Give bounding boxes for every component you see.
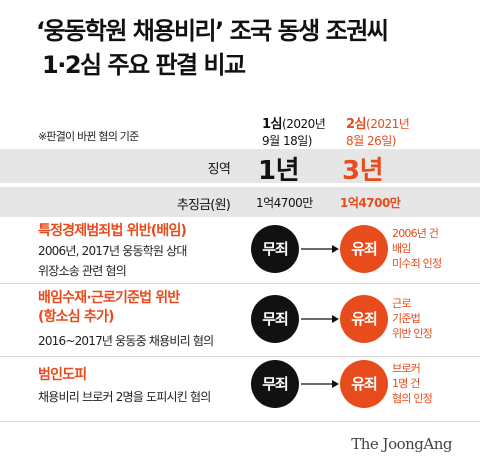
charge-2-note-line-1: 근로 [392,297,411,310]
table-note: ※판결이 바뀐 혐의 기준 [38,130,139,143]
charge-3-arrow-icon [301,380,339,388]
charge-2-note-line-3: 위반 인정 [392,327,433,340]
charge-1-note-line-3: 미수죄 인정 [392,257,442,270]
charge-1-note-line-2: 배임 [392,242,411,255]
title-line-2: 1·2심 주요 판결 비교 [42,51,246,79]
source-logo: The JoongAng [351,435,452,453]
page-title: ‘웅동학원 채용비리’ 조국 동생 조권씨 1·2심 주요 판결 비교 [36,14,389,82]
charge-3-desc-1: 채용비리 브로커 2명을 도피시킨 혐의 [38,390,211,404]
charge-3-note-line-3: 혐의 인정 [392,392,433,405]
charge-2-verdict-note: 근로 기준법 위반 인정 [392,296,433,341]
charge-1-desc-2: 위장소송 관련 혐의 [38,264,127,278]
charge-2-second-verdict: 유죄 [340,295,388,343]
charge-2-name-2: (항소심 추가) [38,309,114,325]
charge-3-name: 범인도피 [38,367,87,383]
charge-2: 배임수재·근로기준법 위반 (항소심 추가) 2016~2017년 웅동중 채용… [38,289,268,351]
charge-1-name: 특정경제범죄법 위반(배임) [38,223,187,239]
charge-3-second-verdict: 유죄 [340,360,388,408]
charge-3-verdict-note: 브로커 1명 건 혐의 인정 [392,361,433,406]
first-trial-date-b: 9월 18일) [262,134,312,148]
charge-1-note-line-1: 2006년 건 [392,227,439,240]
first-trial-date-a: (2020년 [282,117,326,131]
second-trial-label: 2심 [346,117,367,132]
title-line-1: ‘웅동학원 채용비리’ 조국 동생 조권씨 [36,17,389,45]
charge-1-first-verdict: 무죄 [251,225,299,273]
charge-1: 특정경제범죄법 위반(배임) 2006년, 2017년 웅동학원 상대 위장소송… [38,222,268,281]
charge-3-note-line-1: 브로커 [392,362,421,375]
charge-2-note-line-2: 기준법 [392,312,421,325]
charge-2-name: 배임수재·근로기준법 위반 [38,290,180,306]
first-trial-label: 1심 [262,117,283,132]
charge-2-arrow-icon [301,315,339,323]
second-trial-date-b: 8월 26일) [346,134,396,148]
charge-3: 범인도피 채용비리 브로커 2명을 도피시킨 혐의 [38,366,268,407]
sentence-row: 징역 1년 3년 [0,149,480,186]
charge-2-desc-1: 2016~2017년 웅동중 채용비리 혐의 [38,334,214,348]
forfeit-row: 추징금(원) 1억4700만 1억4700만 [0,187,480,217]
row-divider [0,421,480,422]
charge-3-note-line-2: 1명 건 [392,377,420,390]
row-divider [0,356,480,357]
charge-3-first-verdict: 무죄 [251,360,299,408]
sentence-first: 1년 [258,156,300,186]
column-header-first-trial: 1심(2020년 9월 18일) [262,116,326,149]
sentence-label: 징역 [207,162,231,177]
second-trial-date-a: (2021년 [366,117,410,131]
forfeit-first: 1억4700만 [256,196,313,210]
sentence-second: 3년 [342,156,384,186]
column-header-second-trial: 2심(2021년 8월 26일) [346,116,410,149]
forfeit-second: 1억4700만 [340,196,401,210]
forfeit-label: 추징금(원) [176,198,231,213]
charge-1-desc-1: 2006년, 2017년 웅동학원 상대 [38,244,187,258]
row-divider [0,283,480,284]
charge-1-verdict-note: 2006년 건 배임 미수죄 인정 [392,226,442,271]
charge-2-first-verdict: 무죄 [251,295,299,343]
charge-1-second-verdict: 유죄 [340,225,388,273]
charge-1-arrow-icon [301,245,339,253]
